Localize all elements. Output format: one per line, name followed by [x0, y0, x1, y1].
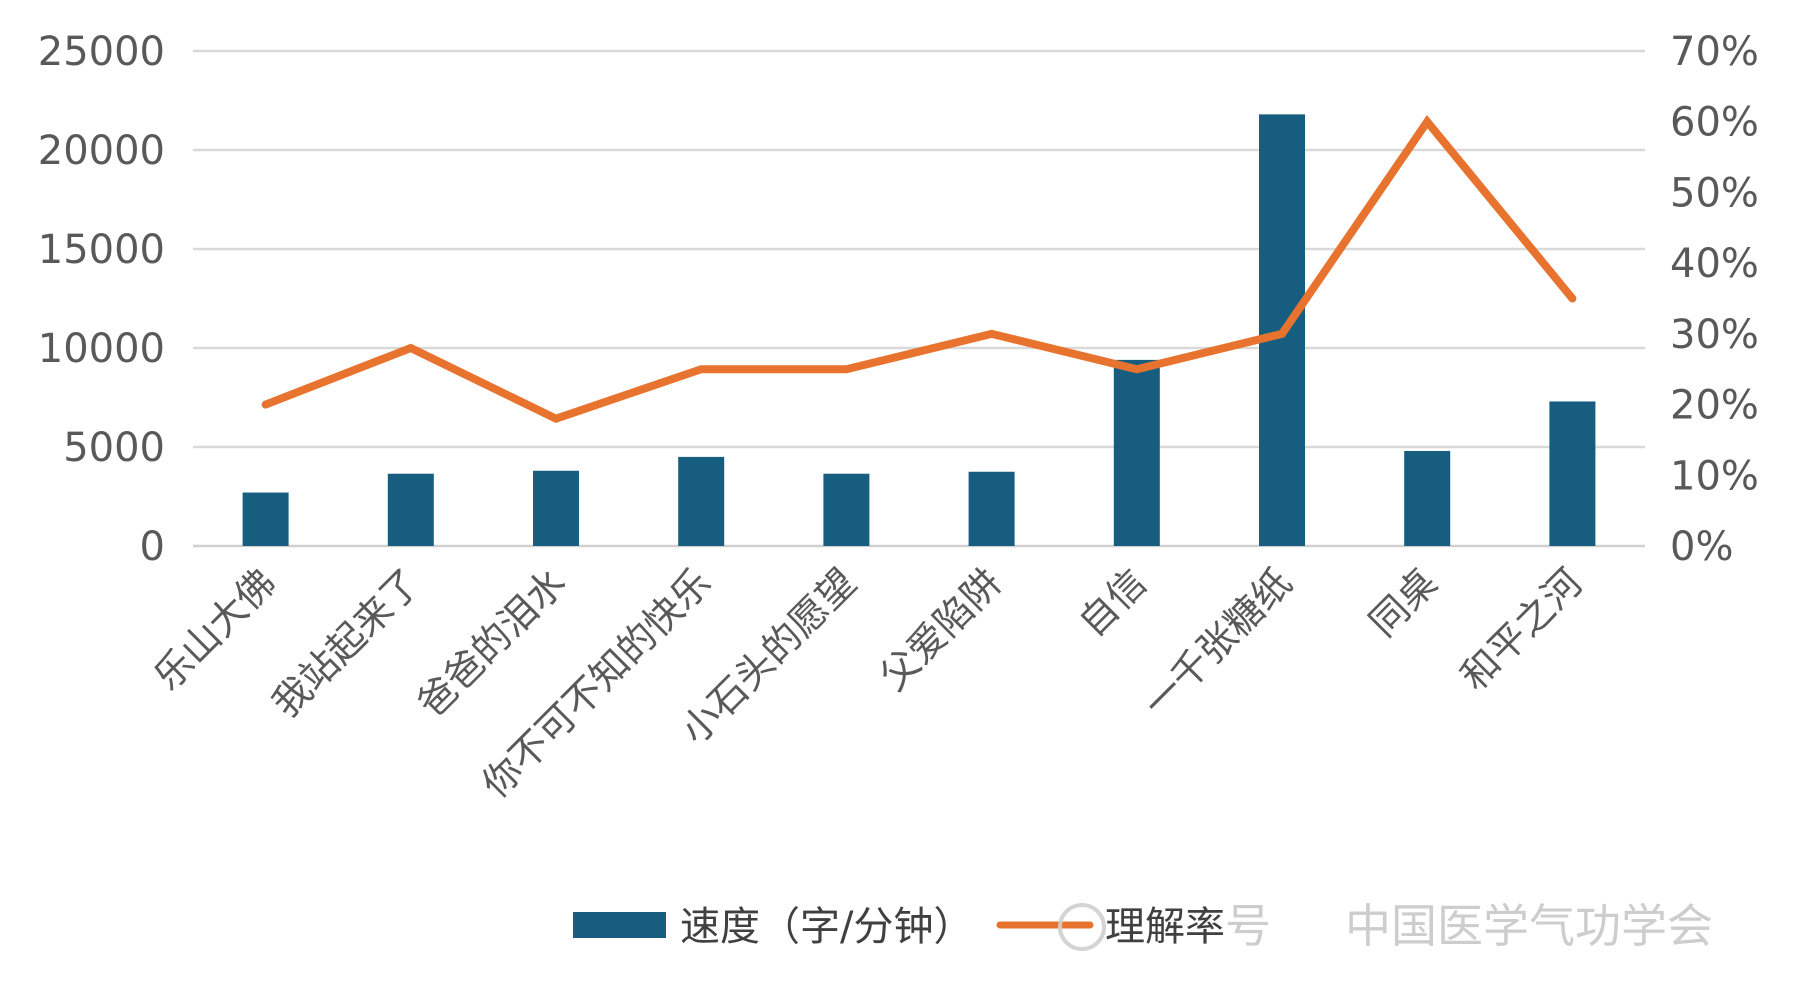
- line-point: [264, 403, 267, 406]
- bar: [1404, 450, 1451, 546]
- bar: [533, 470, 579, 546]
- bar: [1113, 359, 1160, 546]
- left-tick-label: 10000: [38, 326, 165, 372]
- category-labels: 乐山大佛我站起来了爸爸的泪水你不可不知的快乐小石头的愿望 父爱陷阱 自信一千张糖纸同…: [145, 560, 1590, 806]
- line-point: [1281, 332, 1283, 335]
- right-tick-label: 10%: [1670, 453, 1759, 499]
- left-tick-label: 25000: [38, 29, 165, 75]
- line-point: [555, 417, 557, 420]
- category-label: 自信: [1070, 560, 1155, 645]
- bar: [1549, 401, 1596, 546]
- wechat-icon: [1058, 903, 1106, 951]
- legend: 速度（字/分钟） 理解率: [573, 904, 1225, 950]
- bar: [968, 471, 1015, 546]
- line-point: [1426, 120, 1429, 123]
- left-tick-label: 5000: [63, 425, 165, 471]
- watermark-right-text: 中国医学气功学会: [1345, 899, 1713, 953]
- left-axis-ticks: 0 5000 10000 15000 20000 25000: [38, 29, 165, 570]
- right-tick-label: 70%: [1670, 29, 1759, 75]
- line-point: [990, 332, 993, 335]
- watermark-left-text: 号: [1225, 899, 1271, 953]
- watermark: 号 中国医学气功学会: [1058, 899, 1713, 953]
- line-point: [1571, 297, 1574, 300]
- line-point: [1135, 368, 1138, 371]
- category-label: 同桌: [1361, 560, 1446, 645]
- bar: [823, 473, 870, 546]
- line-point: [700, 368, 703, 371]
- right-axis-ticks: 0% 10% 20% 30% 40% 50% 60% 70%: [1670, 29, 1759, 570]
- right-tick-label: 30%: [1670, 312, 1759, 358]
- bar-series: [242, 114, 1596, 547]
- rate-line: [261, 115, 1577, 424]
- category-label: 一千张糖纸: [1135, 560, 1300, 725]
- right-tick-label: 0%: [1670, 524, 1733, 570]
- right-tick-label: 40%: [1670, 241, 1759, 287]
- left-tick-label: 20000: [38, 128, 165, 174]
- category-label: 和平之河: [1452, 560, 1591, 699]
- category-label: 父爱陷阱: [871, 560, 1010, 699]
- right-tick-label: 20%: [1670, 383, 1759, 429]
- right-tick-label: 60%: [1670, 100, 1759, 146]
- left-tick-label: 15000: [38, 227, 165, 273]
- line-point: [409, 347, 412, 349]
- legend-bar-swatch: [573, 912, 666, 938]
- left-tick-label: 0: [140, 524, 165, 570]
- legend-bar-label: 速度（字/分钟）: [680, 904, 973, 950]
- bar: [242, 492, 289, 546]
- line-series: [261, 115, 1577, 424]
- category-label: 我站起来了: [264, 560, 429, 725]
- legend-line-label: 理解率: [1105, 904, 1225, 950]
- bar: [678, 456, 725, 546]
- line-point: [845, 368, 848, 371]
- bar: [387, 473, 434, 546]
- right-tick-label: 50%: [1670, 170, 1759, 216]
- category-label: 乐山大佛: [145, 560, 284, 699]
